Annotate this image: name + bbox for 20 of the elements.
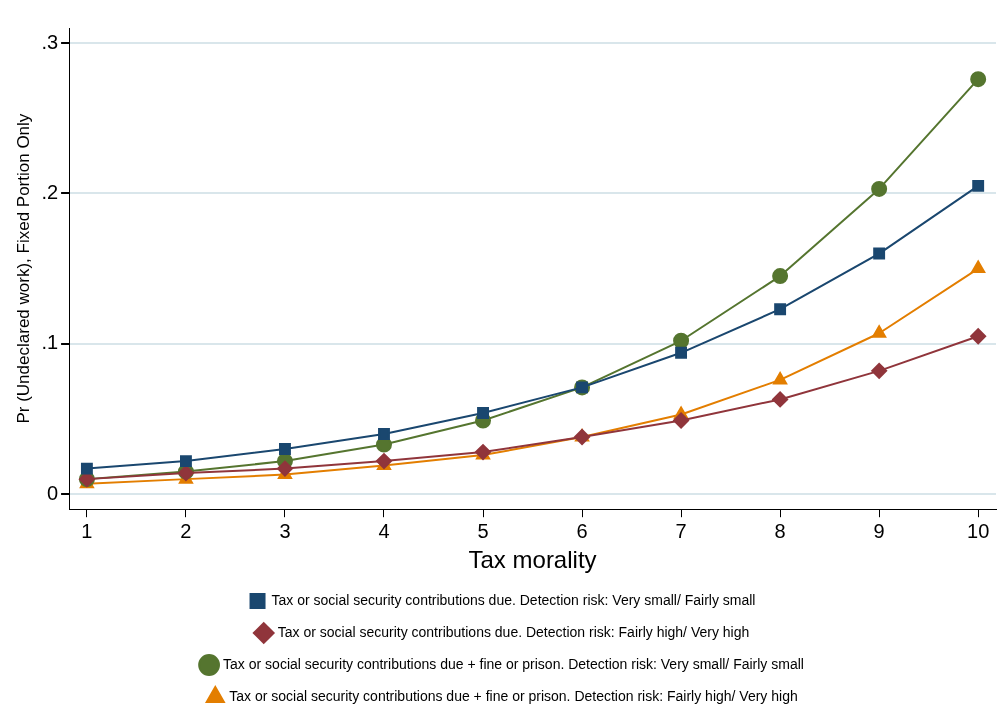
x-tick-label: 7 [675, 519, 687, 542]
legend-label: Tax or social security contributions due + fine or prison. Detection risk: Very small/ Fairly small [223, 655, 804, 672]
x-tick-label: 10 [967, 519, 990, 542]
y-tick-label: .2 [41, 180, 59, 203]
x-tick-label: 9 [873, 519, 885, 542]
x-tick-label: 5 [477, 519, 489, 542]
x-tick-label: 1 [81, 519, 93, 542]
y-tick-label: .1 [41, 331, 59, 354]
legend-label: Tax or social security contributions due. Detection risk: Very small/ Fairly small [271, 591, 756, 608]
x-tick-label: 3 [279, 519, 291, 542]
legend-label: Tax or social security contributions due. Detection risk: Fairly high/ Very high [277, 623, 750, 640]
x-tick-label: 6 [576, 519, 588, 542]
x-axis-title: Tax morality [468, 546, 597, 574]
x-tick-label: 2 [180, 519, 192, 542]
x-tick-label: 8 [774, 519, 786, 542]
y-tick-label: 0 [46, 481, 59, 504]
x-tick-label: 4 [378, 519, 390, 542]
legend-label: Tax or social security contributions due + fine or prison. Detection risk: Fairly high/ Very high [229, 687, 798, 704]
y-tick-label: .3 [41, 30, 59, 53]
y-axis-title: Pr (Undeclared work), Fixed Portion Only [13, 113, 33, 424]
